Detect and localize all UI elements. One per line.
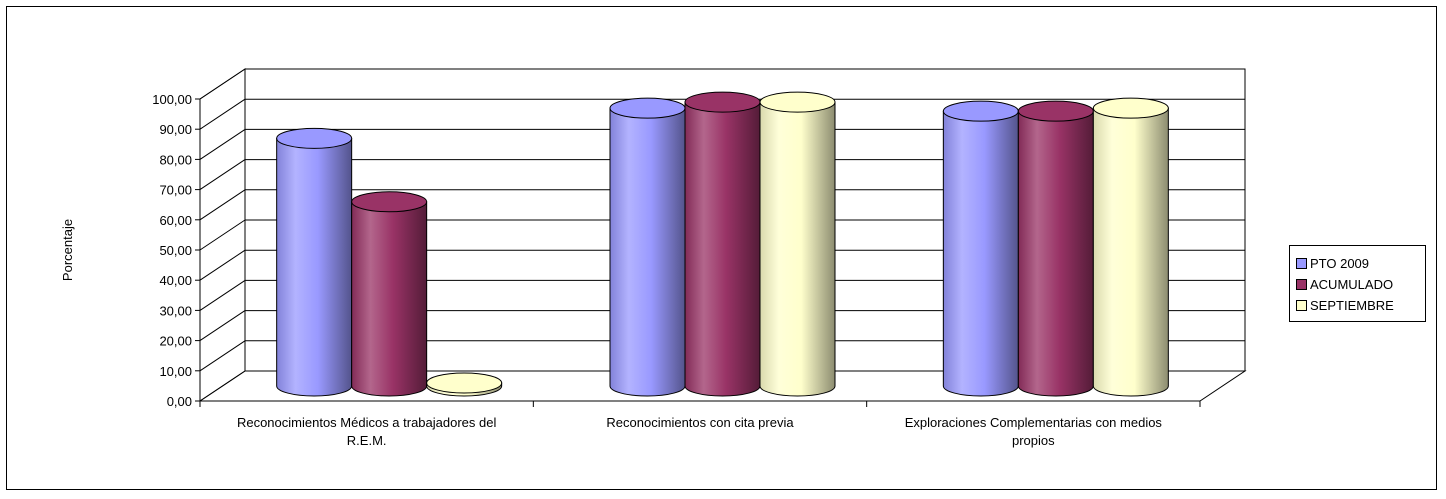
bar-top [609, 97, 686, 119]
bar [759, 101, 836, 397]
legend-swatch [1296, 299, 1307, 311]
y-tick-label: 0,00 [167, 394, 192, 409]
bar-top [684, 91, 761, 113]
legend-swatch [1296, 257, 1307, 269]
x-tick-label: Reconocimientos Médicos a trabajadores d… [237, 415, 497, 430]
legend-swatch [1296, 278, 1307, 290]
bar-top [351, 191, 428, 213]
legend-label: PTO 2009 [1310, 255, 1370, 271]
y-tick-label: 40,00 [159, 273, 192, 288]
y-tick-label: 60,00 [159, 213, 192, 228]
y-axis-title: Porcentaje [60, 219, 75, 281]
x-tick-label: propios [1012, 433, 1055, 448]
y-tick-label: 70,00 [159, 183, 192, 198]
bar [1017, 110, 1094, 397]
gridline-side [199, 98, 246, 130]
bar-top [276, 127, 353, 149]
gridline-side [199, 68, 246, 100]
gridline-side [199, 219, 246, 251]
gridline-side [199, 310, 246, 342]
y-tick-label: 20,00 [159, 334, 192, 349]
y-tick-label: 30,00 [159, 303, 192, 318]
bar-top [1092, 97, 1169, 119]
bar [609, 107, 686, 397]
bar-top [426, 372, 503, 394]
x-tick-label: R.E.M. [347, 433, 387, 448]
legend: PTO 2009 ACUMULADO SEPTIEMBRE [1289, 245, 1426, 322]
y-tick-label: 100,00 [152, 92, 192, 107]
x-tick-label: Reconocimientos con cita previa [606, 415, 794, 430]
gridline-side [199, 249, 246, 281]
gridline-side [199, 279, 246, 311]
gridline-side [199, 128, 246, 160]
bar-top [1017, 100, 1094, 122]
gridline-side [199, 340, 246, 372]
gridline-side [199, 189, 246, 221]
legend-item: SEPTIEMBRE [1296, 296, 1394, 314]
legend-item: ACUMULADO [1296, 275, 1393, 293]
y-tick-label: 10,00 [159, 364, 192, 379]
bar-top [942, 100, 1019, 122]
bar [351, 201, 428, 397]
x-tick-label: Exploraciones Complementarias con medios [905, 415, 1163, 430]
y-tick-label: 80,00 [159, 152, 192, 167]
bar [684, 101, 761, 397]
legend-item: PTO 2009 [1296, 254, 1369, 272]
y-tick-label: 50,00 [159, 243, 192, 258]
bar [276, 137, 353, 397]
legend-label: SEPTIEMBRE [1310, 297, 1394, 313]
bar [1092, 107, 1169, 397]
legend-label: ACUMULADO [1310, 276, 1394, 292]
bar [942, 110, 1019, 397]
y-tick-label: 90,00 [159, 122, 192, 137]
gridline-side [199, 159, 246, 191]
bar-top [759, 91, 836, 113]
